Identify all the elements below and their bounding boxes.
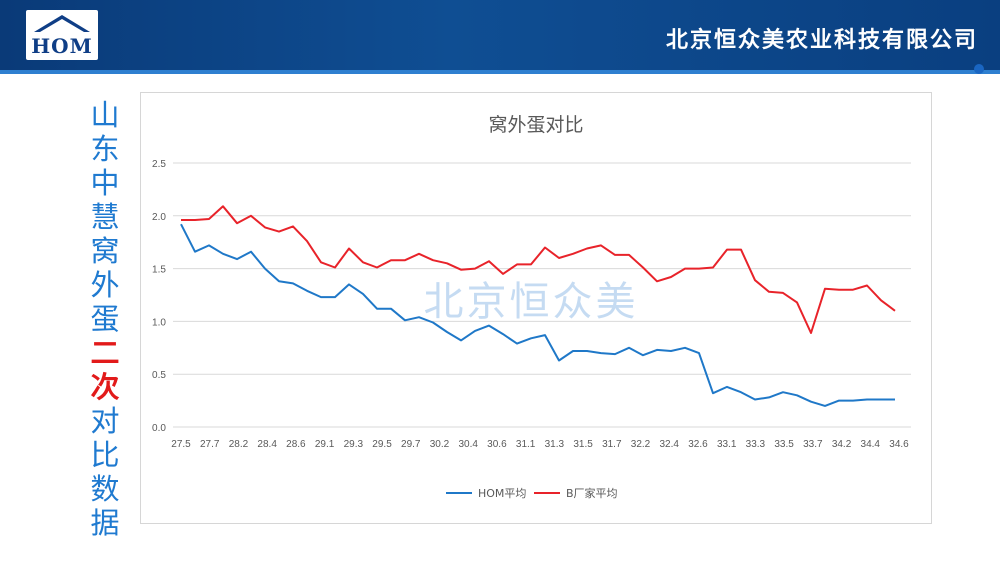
x-tick-label: 33.7 — [803, 439, 823, 450]
x-tick-label: 30.6 — [487, 439, 507, 450]
chart-title: 窝外蛋对比 — [488, 114, 583, 136]
x-tick-label: 27.5 — [171, 439, 191, 450]
side-title-char: 窝 — [90, 234, 120, 268]
y-tick-label: 0.5 — [152, 370, 166, 381]
x-tick-label: 28.6 — [286, 439, 306, 450]
series-line — [180, 223, 895, 407]
line-chart: 窝外蛋对比 0.0 0.5 1.0 1.5 2.0 2.5 27.5 27.7 28.2 28.4 2… — [152, 114, 911, 500]
x-tick-label: 30.4 — [458, 439, 478, 450]
side-title-char: 蛋 — [90, 302, 120, 336]
x-tick-label: 34.4 — [861, 439, 881, 450]
y-tick-label: 2.0 — [152, 212, 166, 223]
x-tick-label: 29.1 — [315, 439, 335, 450]
x-tick-label: 32.2 — [631, 439, 651, 450]
x-tick-label: 31.7 — [602, 439, 622, 450]
chart-frame: 窝外蛋对比 0.0 0.5 1.0 1.5 2.0 2.5 27.5 27.7 28.2 28.4 2… — [140, 92, 932, 524]
header-accent-strip — [0, 70, 1000, 74]
side-title-char: 比 — [90, 438, 120, 472]
company-name: 北京恒众美农业科技有限公司 — [665, 27, 978, 53]
side-title-char: 中 — [90, 166, 120, 200]
series-line — [181, 205, 896, 334]
legend-label: B厂家平均 — [566, 486, 618, 500]
watermark-text: 北京恒众美 — [424, 279, 639, 325]
y-tick-label: 2.5 — [152, 159, 166, 170]
x-tick-label: 31.3 — [545, 439, 565, 450]
slide-indicator-dot — [974, 64, 984, 74]
legend-label: HOM平均 — [478, 487, 526, 500]
company-logo: HOM — [26, 10, 98, 60]
x-tick-label: 27.7 — [200, 439, 220, 450]
x-tick-label: 32.6 — [688, 439, 708, 450]
x-tick-label: 28.2 — [229, 439, 249, 450]
side-title-char: 对 — [90, 404, 120, 438]
side-title-char: 山 — [90, 98, 120, 132]
x-tick-label: 33.5 — [774, 439, 794, 450]
y-tick-label: 1.0 — [152, 317, 166, 328]
x-tick-label: 30.2 — [430, 439, 450, 450]
side-title: 山 东 中 慧 窝 外 蛋 二 次 对 比 数 据 — [86, 98, 124, 540]
x-tick-label: 29.7 — [401, 439, 421, 450]
y-tick-label: 0.0 — [152, 423, 166, 434]
side-title-highlight-char: 次 — [90, 370, 120, 404]
header-bar — [0, 0, 1000, 72]
side-title-char: 数 — [90, 472, 120, 506]
x-tick-label: 28.4 — [257, 439, 277, 450]
x-tick-label: 34.6 — [889, 439, 909, 450]
x-tick-label: 29.3 — [344, 439, 364, 450]
x-tick-label: 34.2 — [832, 439, 852, 450]
x-tick-label: 33.3 — [746, 439, 766, 450]
side-title-char: 外 — [90, 268, 120, 302]
roof-icon — [34, 15, 90, 32]
x-tick-label: 29.5 — [372, 439, 392, 450]
x-tick-label: 31.1 — [516, 439, 536, 450]
side-title-highlight-char: 二 — [90, 336, 120, 370]
y-tick-label: 1.5 — [152, 265, 166, 276]
x-tick-label: 31.5 — [573, 439, 593, 450]
x-tick-label: 32.4 — [660, 439, 680, 450]
side-title-char: 据 — [90, 506, 120, 540]
side-title-char: 慧 — [90, 200, 120, 234]
x-tick-label: 33.1 — [717, 439, 737, 450]
logo-text: HOM — [31, 34, 93, 58]
side-title-char: 东 — [90, 132, 120, 166]
